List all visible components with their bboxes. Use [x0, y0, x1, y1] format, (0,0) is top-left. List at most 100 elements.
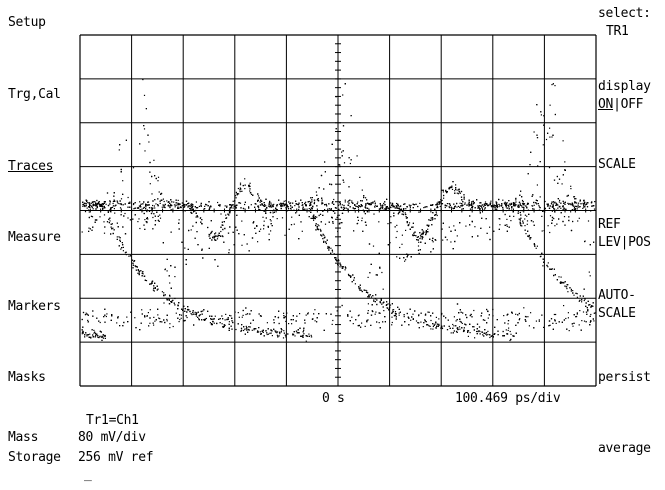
trace-sample	[242, 207, 245, 210]
trace-sample	[381, 205, 383, 207]
trace-sample	[167, 205, 169, 207]
trace-sample	[367, 292, 369, 294]
trace-sample	[134, 202, 136, 204]
trace-sample	[305, 340, 307, 342]
trace-sample	[484, 208, 486, 210]
trace-sample	[420, 321, 422, 323]
trace-sample	[434, 214, 436, 216]
trace-sample	[408, 204, 410, 206]
trace-sample	[280, 331, 282, 333]
trace-sample	[523, 204, 525, 206]
trace-sample	[134, 317, 136, 319]
trace-sample	[527, 316, 529, 318]
trace-sample	[302, 334, 304, 337]
trace-sample	[417, 236, 419, 238]
trace-sample	[258, 327, 260, 329]
trace-sample	[241, 220, 243, 222]
trace-sample	[438, 203, 440, 205]
trace-sample	[265, 212, 267, 214]
trace-sample	[566, 284, 568, 286]
trace-sample	[579, 295, 581, 297]
trace-sample	[358, 205, 360, 207]
trace-sample	[310, 211, 312, 213]
trace-sample	[323, 329, 325, 331]
trace-sample	[86, 200, 88, 203]
trace-sample	[307, 312, 309, 314]
trace-sample	[304, 208, 306, 210]
trace-sample	[111, 228, 113, 230]
trace-sample	[593, 320, 595, 322]
trace-sample	[135, 265, 137, 268]
trace-sample	[524, 319, 526, 321]
trace-sample	[136, 207, 139, 209]
trace-sample	[453, 207, 455, 209]
trace-sample	[554, 211, 556, 213]
trace-sample	[547, 132, 549, 134]
trace-sample	[404, 260, 406, 262]
trace-sample	[383, 310, 385, 312]
trace-sample	[161, 291, 163, 293]
trace-sample	[431, 224, 433, 226]
trace-sample	[227, 213, 229, 215]
trace-sample	[170, 209, 172, 211]
trace-sample	[473, 326, 475, 328]
trace-sample	[316, 321, 318, 323]
trace-sample	[166, 299, 168, 301]
trace-sample	[486, 203, 488, 205]
trace-sample	[293, 331, 295, 333]
trace-sample	[463, 327, 465, 329]
trace-sample	[154, 220, 157, 222]
trace-sample	[367, 312, 369, 314]
trace-sample	[273, 209, 275, 211]
trace-sample	[126, 316, 128, 318]
trace-sample	[553, 208, 555, 210]
trace-sample	[567, 202, 569, 204]
trace-sample	[391, 202, 394, 205]
trace-sample	[314, 216, 316, 218]
trace-sample	[551, 210, 553, 212]
trace-sample	[564, 224, 566, 226]
trace-sample	[533, 243, 535, 245]
trace-sample	[565, 286, 568, 288]
trace-sample	[295, 212, 297, 214]
trace-sample	[389, 242, 391, 244]
trace-sample	[149, 317, 151, 319]
trace-sample	[361, 220, 363, 222]
trace-sample	[323, 234, 325, 236]
trace-sample	[410, 204, 412, 206]
trace-sample	[366, 321, 368, 323]
trace-sample	[405, 216, 407, 218]
trace-sample	[332, 319, 334, 322]
trace-sample	[116, 201, 119, 203]
trace-sample	[191, 203, 193, 205]
trace-sample	[344, 83, 346, 85]
trace-sample	[292, 334, 294, 336]
trace-sample	[330, 247, 332, 249]
trace-sample	[146, 209, 148, 211]
trace-sample	[374, 204, 376, 206]
trace-sample	[259, 315, 262, 317]
trace-sample	[124, 233, 127, 235]
trace-sample	[194, 311, 196, 313]
trace-sample	[81, 231, 83, 233]
trace-sample	[312, 205, 314, 207]
trace-sample	[282, 205, 284, 207]
trace-sample	[479, 208, 481, 210]
trace-sample	[105, 203, 107, 205]
trace-sample	[223, 324, 225, 326]
trace-sample	[393, 206, 395, 208]
trace-sample	[299, 313, 301, 315]
trace-sample	[455, 320, 457, 322]
trace-sample	[412, 313, 414, 315]
trace-sample	[291, 206, 293, 208]
trace-sample	[556, 204, 558, 206]
trace-sample	[511, 312, 513, 314]
trace-sample	[506, 218, 508, 220]
trace-sample	[153, 324, 155, 326]
trace-sample	[94, 204, 96, 206]
trace-sample	[112, 202, 114, 205]
trace-sample	[319, 213, 322, 215]
trace-sample	[287, 208, 290, 210]
trace-sample	[471, 221, 473, 223]
trace-sample	[587, 309, 589, 311]
